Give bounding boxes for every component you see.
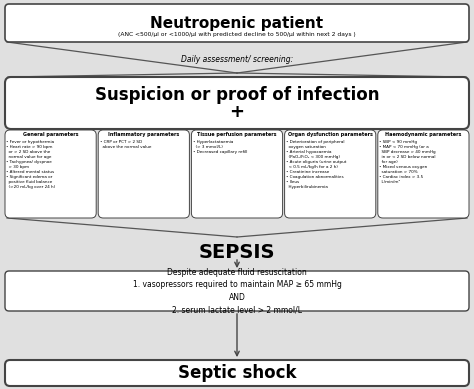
Text: • CRP or PCT > 2 SD
  above the normal value: • CRP or PCT > 2 SD above the normal val… (100, 140, 151, 149)
Text: • SBP < 90 mmHg
• MAP < 70 mmHg (or a
  SBP decrease > 40 mmHg
  in or < 2 SD be: • SBP < 90 mmHg • MAP < 70 mmHg (or a SB… (379, 140, 436, 184)
Text: Suspicion or proof of infection: Suspicion or proof of infection (95, 86, 379, 104)
FancyBboxPatch shape (5, 130, 96, 218)
FancyBboxPatch shape (5, 271, 469, 311)
Text: Septic shock: Septic shock (178, 364, 296, 382)
Text: +: + (229, 103, 245, 121)
Text: • Hyperlactataemia
  (> 3 mmol/L)
• Decreased capillary refill: • Hyperlactataemia (> 3 mmol/L) • Decrea… (193, 140, 247, 154)
FancyBboxPatch shape (98, 130, 190, 218)
Text: Daily assessment/ screening:: Daily assessment/ screening: (181, 54, 293, 63)
Text: • Fever or hypothermia
• Heart rate > 90 bpm
  or > 2 SD above the
  normal valu: • Fever or hypothermia • Heart rate > 90… (7, 140, 56, 189)
Text: (ANC <500/µl or <1000/µl with predicted decline to 500/µl within next 2 days ): (ANC <500/µl or <1000/µl with predicted … (118, 32, 356, 37)
FancyBboxPatch shape (5, 77, 469, 129)
Text: Inflammatory parameters: Inflammatory parameters (108, 132, 180, 137)
FancyBboxPatch shape (5, 360, 469, 386)
FancyBboxPatch shape (378, 130, 469, 218)
Text: Haemodynamic parameters: Haemodynamic parameters (385, 132, 462, 137)
FancyBboxPatch shape (5, 4, 469, 42)
Text: General parameters: General parameters (23, 132, 78, 137)
Text: • Deterioration of peripheral
  oxygen saturation
• Arterial hypoxaemia
  (PaO₂/: • Deterioration of peripheral oxygen sat… (286, 140, 346, 189)
Text: Tissue perfusion parameters: Tissue perfusion parameters (197, 132, 277, 137)
FancyBboxPatch shape (284, 130, 376, 218)
FancyBboxPatch shape (191, 130, 283, 218)
Text: Despite adequate fluid resuscitation
1. vasopressors required to maintain MAP ≥ : Despite adequate fluid resuscitation 1. … (133, 268, 341, 314)
Text: SEPSIS: SEPSIS (199, 243, 275, 262)
Text: Organ dysfunction parameters: Organ dysfunction parameters (288, 132, 373, 137)
Text: Neutropenic patient: Neutropenic patient (150, 16, 324, 31)
